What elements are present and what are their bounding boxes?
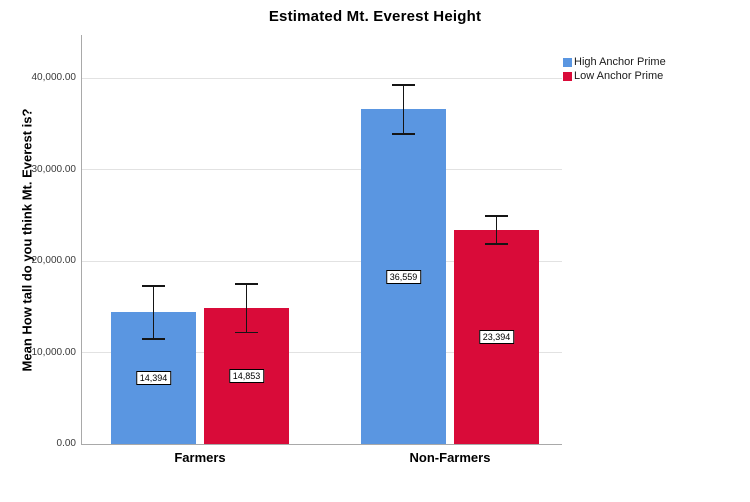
error-bar-cap-top: [142, 285, 165, 287]
y-axis-line: [81, 35, 82, 444]
error-bar-line: [495, 215, 498, 245]
error-bar-line: [245, 283, 248, 333]
error-bar-cap-top: [235, 283, 258, 285]
legend-label-low-anchor: Low Anchor Prime: [574, 70, 664, 82]
bar-value-label: 14,394: [135, 371, 172, 386]
y-tick-label: 20,000.00: [31, 255, 77, 266]
error-bar-cap-bottom: [485, 243, 508, 245]
legend-item-low-anchor: Low Anchor Prime: [563, 69, 666, 83]
error-bar-cap-bottom: [142, 338, 165, 340]
x-category-label: Farmers: [174, 450, 226, 465]
gridline: [82, 352, 562, 353]
error-bar-cap-bottom: [235, 331, 258, 334]
bar-value-label: 23,394: [478, 329, 515, 344]
y-axis-title: Mean How tall do you think Mt. Everest i…: [19, 108, 35, 372]
error-bar-cap-top: [485, 215, 508, 217]
error-bar-line: [402, 84, 405, 135]
y-tick-label: 30,000.00: [31, 163, 77, 175]
legend-swatch-high-anchor-icon: [563, 57, 572, 67]
x-axis-line: [81, 444, 562, 445]
legend-swatch-low-anchor-icon: [563, 71, 572, 81]
error-bar-cap-bottom: [392, 133, 415, 135]
y-tick-label: 10,000.00: [31, 346, 77, 358]
y-tick-label: 0.00: [56, 438, 76, 449]
chart-title: Estimated Mt. Everest Height: [268, 8, 482, 25]
gridline: [82, 169, 562, 170]
y-tick-label: 40,000.00: [31, 72, 77, 83]
gridline: [82, 77, 562, 79]
error-bar-cap-top: [392, 84, 415, 86]
bar-value-label: 14,853: [228, 369, 265, 384]
x-category-label: Non-Farmers: [409, 450, 491, 465]
error-bar-line: [152, 285, 155, 339]
legend-label-high-anchor: High Anchor Prime: [574, 56, 666, 68]
bar-value-label: 36,559: [385, 269, 422, 284]
legend-item-high-anchor: High Anchor Prime: [563, 55, 666, 69]
gridline: [82, 260, 562, 262]
legend: High Anchor Prime Low Anchor Prime: [563, 55, 666, 83]
